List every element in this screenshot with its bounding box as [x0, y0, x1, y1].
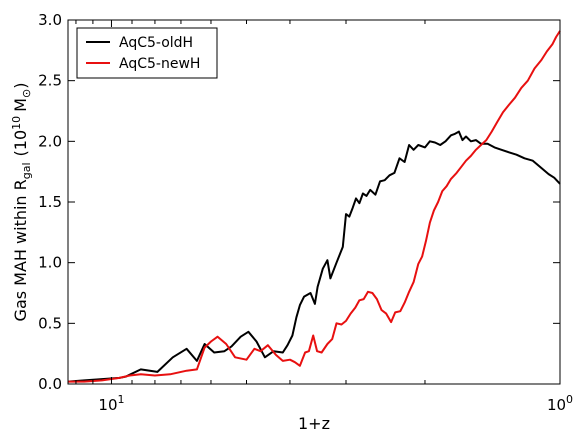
- y-axis-label-unit-close: ): [11, 83, 30, 89]
- legend-label-oldH: AqC5-oldH: [119, 35, 193, 51]
- x-tick-exp: 0: [566, 393, 573, 406]
- y-tick-label: 0.5: [38, 314, 62, 332]
- y-axis-label-sub: gal: [20, 162, 33, 179]
- y-tick-label: 3.0: [38, 11, 62, 29]
- legend-box: [76, 27, 218, 79]
- y-axis-label-unit-sun: ⊙: [20, 89, 33, 98]
- x-tick-exp: 1: [118, 393, 125, 406]
- plot-lines: [67, 30, 561, 383]
- legend-label-newH: AqC5-newH: [119, 56, 200, 72]
- y-axis-label: Gas MAH within Rgal (1010 M⊙): [10, 83, 33, 322]
- x-axis-label: 1+z: [298, 414, 330, 433]
- x-tick-base: 10: [98, 396, 117, 414]
- series-line-0: [67, 130, 561, 383]
- y-tick-label: 1.0: [38, 254, 62, 272]
- x-tick-label: 100: [547, 393, 573, 414]
- x-tick-label: 101: [98, 393, 124, 414]
- y-tick-label: 1.5: [38, 193, 62, 211]
- legend: AqC5-oldH AqC5-newH: [76, 27, 218, 79]
- y-tick-label: 2.5: [38, 72, 62, 90]
- y-axis-label-main: Gas MAH within R: [11, 179, 30, 321]
- y-tick-label: 2.0: [38, 132, 62, 150]
- y-axis-label-unit-mass: M: [11, 98, 30, 112]
- y-axis-label-unit-open: (10: [11, 130, 30, 157]
- series-line-1: [68, 30, 561, 383]
- y-axis-label-unit-exp: 10: [10, 116, 23, 130]
- x-tick-base: 10: [547, 396, 566, 414]
- y-tick-label: 0.0: [38, 375, 62, 393]
